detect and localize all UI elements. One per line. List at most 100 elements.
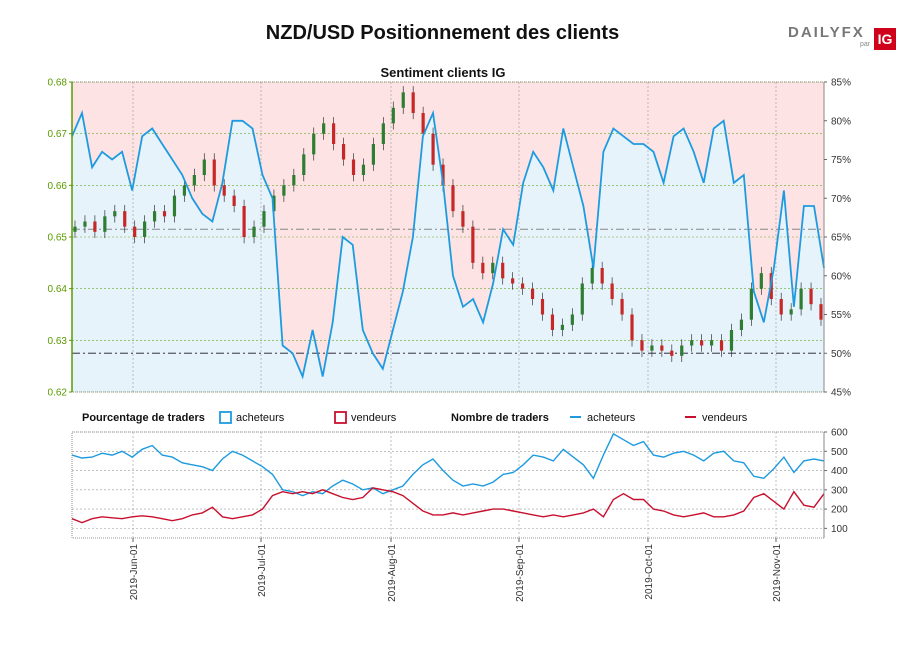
candle-body (511, 278, 515, 284)
left-tick-label: 0.67 (48, 129, 68, 140)
candle-body (401, 92, 405, 108)
candle-body (660, 345, 664, 351)
candle-body (530, 288, 535, 299)
left-tick-label: 0.62 (48, 388, 68, 399)
candle-body (192, 175, 196, 186)
candle-body (391, 107, 395, 124)
candle-body (481, 262, 485, 274)
candle-body (282, 185, 286, 196)
legend-sellers-box (334, 411, 347, 424)
candle-body (182, 185, 187, 196)
candle-body (272, 195, 276, 212)
candle-body (630, 314, 634, 341)
candle-body (381, 123, 385, 144)
sellers-count-line (71, 487, 825, 524)
candle-body (103, 216, 107, 232)
buyers-area (72, 113, 824, 392)
candle-body (640, 340, 644, 351)
dailyfx-logo: DAILYFX par IG (788, 22, 898, 52)
left-tick-label: 0.63 (48, 336, 68, 347)
lower-right-tick-label: 500 (831, 447, 848, 458)
left-tick-label: 0.68 (48, 78, 68, 89)
right-tick-label: 75% (831, 155, 851, 166)
candle-body (172, 195, 177, 217)
candle-body (441, 164, 445, 186)
right-tick-label: 60% (831, 271, 851, 282)
candle-body (143, 221, 147, 237)
left-tick-label: 0.66 (48, 181, 68, 192)
candle-body (341, 144, 346, 160)
panel-title: Sentiment clients IG (381, 65, 506, 80)
candle-body (620, 299, 624, 315)
candle-body (491, 262, 495, 274)
candle-body (431, 133, 435, 165)
candle-body (779, 299, 783, 315)
candle-body (292, 175, 296, 186)
legend-sellers-count-label: vendeurs (702, 412, 748, 424)
right-tick-label: 50% (831, 349, 851, 360)
x-tick-label: 2019-Nov-01 (772, 544, 783, 602)
candle-body (461, 211, 465, 227)
candle-body (421, 113, 425, 134)
lower-panel-frame (71, 431, 825, 539)
chart-title: NZD/USD Positionnement des clients (265, 22, 620, 44)
x-tick-label: 2019-Sep-01 (515, 544, 526, 602)
candle-body (729, 330, 734, 351)
candle-body (700, 340, 704, 346)
candle-body (709, 340, 714, 346)
logo-par-text: par (860, 41, 871, 48)
candle-body (262, 211, 266, 227)
candle-body (590, 268, 594, 284)
right-tick-label: 65% (831, 233, 851, 244)
candle-body (113, 211, 117, 217)
candle-body (680, 345, 684, 356)
candle-body (550, 314, 555, 330)
buyers-pct-line (71, 109, 825, 380)
logo-brand-text: DAILYFX (788, 24, 865, 41)
candle-body (739, 319, 744, 330)
candle-body (123, 211, 127, 227)
right-tick-label: 45% (831, 388, 851, 399)
legend-buyers-pct-label: acheteurs (236, 412, 285, 424)
candle-body (93, 221, 97, 232)
candle-body (242, 206, 246, 237)
right-tick-label: 85% (831, 78, 851, 89)
candle-body (540, 299, 545, 315)
legend-count-title: Nombre de traders (451, 412, 549, 424)
legend-buyers-count-label: acheteurs (587, 412, 636, 424)
candle-body (202, 159, 206, 175)
lower-right-tick-label: 600 (831, 428, 848, 439)
left-tick-label: 0.65 (48, 233, 68, 244)
candle-body (610, 283, 614, 299)
lower-right-tick-label: 200 (831, 505, 848, 516)
candle-body (580, 283, 584, 315)
buyers-count-line (71, 432, 825, 497)
candle-body (471, 226, 475, 263)
x-tick-label: 2019-Aug-01 (387, 544, 398, 602)
lower-right-tick-label: 300 (831, 485, 848, 496)
candle-body (501, 262, 505, 279)
candle-body (302, 154, 306, 175)
right-tick-label: 55% (831, 310, 851, 321)
legend-buyers-box (219, 411, 232, 424)
candle-body (451, 185, 455, 212)
candle-body (570, 314, 574, 325)
candle-body (819, 304, 823, 320)
candle-body (600, 268, 604, 284)
candle-body (361, 164, 366, 175)
candle-body (650, 345, 654, 351)
candle-body (411, 92, 415, 113)
x-tick-label: 2019-Jul-01 (257, 544, 268, 597)
candle-body (789, 309, 793, 315)
candle-body (799, 288, 803, 310)
candle-body (212, 159, 216, 186)
lower-right-tick-label: 400 (831, 466, 848, 477)
candle-body (560, 324, 564, 330)
legend-sellers-pct-label: vendeurs (351, 412, 397, 424)
candle-body (222, 185, 226, 196)
right-tick-label: 70% (831, 194, 851, 205)
ig-logo-icon: IG (874, 28, 896, 50)
candle-body (133, 226, 137, 237)
candle-body (162, 211, 167, 217)
